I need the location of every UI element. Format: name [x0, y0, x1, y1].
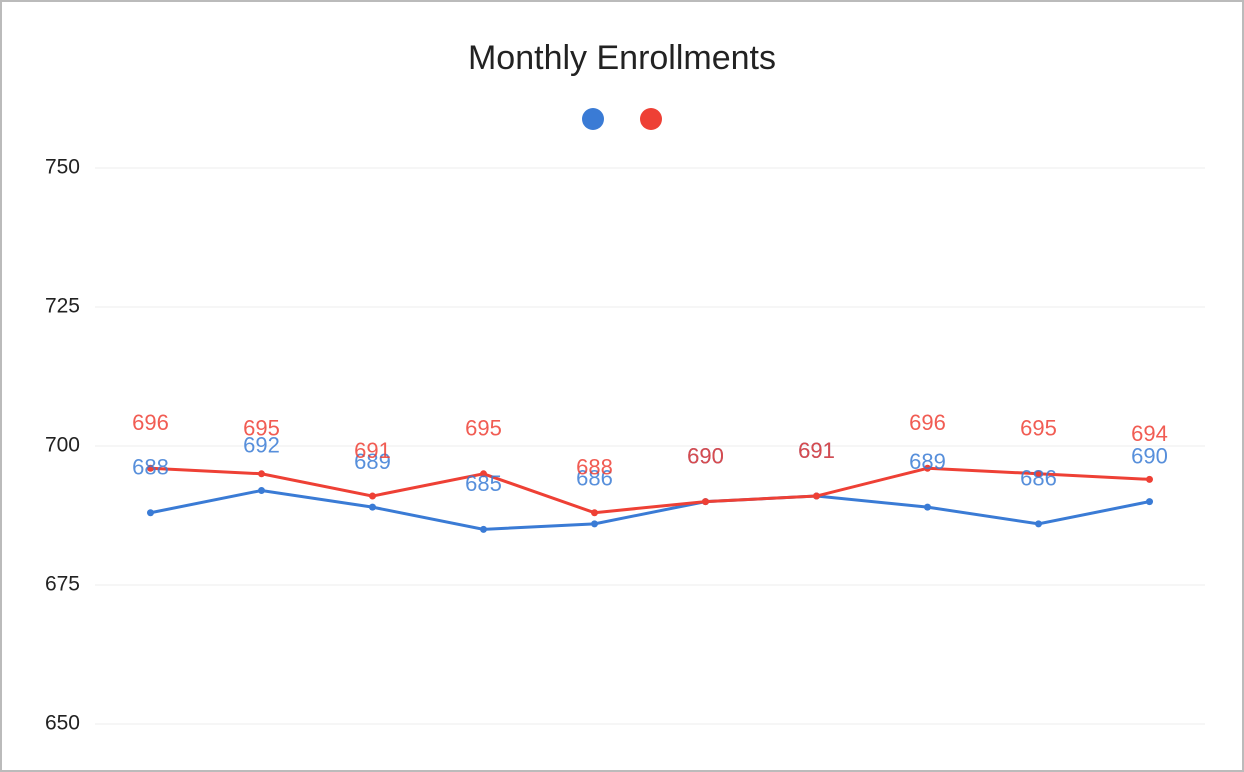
data-label: 691	[798, 438, 835, 463]
data-label: 690	[687, 443, 724, 468]
data-label: 686	[1020, 466, 1057, 491]
y-tick-label: 700	[45, 434, 80, 457]
data-label: 688	[132, 455, 169, 480]
data-label: 695	[1020, 416, 1057, 441]
data-label: 691	[354, 438, 391, 463]
y-tick-label: 750	[45, 156, 80, 179]
point	[369, 492, 376, 500]
series-line	[150, 488, 1150, 531]
data-label: 696	[132, 410, 169, 435]
data-label: 690	[1131, 443, 1168, 468]
data-label: 691	[798, 438, 835, 463]
point	[369, 503, 376, 511]
data-label: 696	[909, 410, 946, 435]
point	[147, 509, 154, 517]
point	[1035, 520, 1042, 528]
data-label: 692	[243, 432, 280, 457]
point	[258, 470, 265, 478]
point	[813, 492, 820, 500]
point	[924, 503, 931, 511]
y-tick-label: 675	[45, 573, 80, 596]
data-label: 689	[909, 449, 946, 474]
data-label: 689	[354, 449, 391, 474]
point	[1146, 475, 1153, 483]
legend-marker	[640, 108, 662, 130]
chart-title: Monthly Enrollments	[468, 39, 776, 77]
data-label: 685	[465, 471, 502, 496]
y-tick-label: 650	[45, 712, 80, 735]
point	[591, 509, 598, 517]
data-label: 686	[576, 466, 613, 491]
point	[480, 470, 487, 478]
point	[924, 464, 931, 472]
point	[480, 525, 487, 533]
point	[147, 464, 154, 472]
data-label: 688	[576, 455, 613, 480]
y-tick-label: 725	[45, 295, 80, 318]
data-label: 690	[687, 443, 724, 468]
point	[258, 486, 265, 494]
data-label: 694	[1131, 421, 1168, 446]
point	[1035, 470, 1042, 478]
point	[1146, 498, 1153, 506]
data-label: 695	[465, 416, 502, 441]
series-line	[150, 466, 1150, 515]
data-label: 695	[243, 416, 280, 441]
legend-marker	[582, 108, 604, 130]
point	[591, 520, 598, 528]
point	[702, 498, 709, 506]
